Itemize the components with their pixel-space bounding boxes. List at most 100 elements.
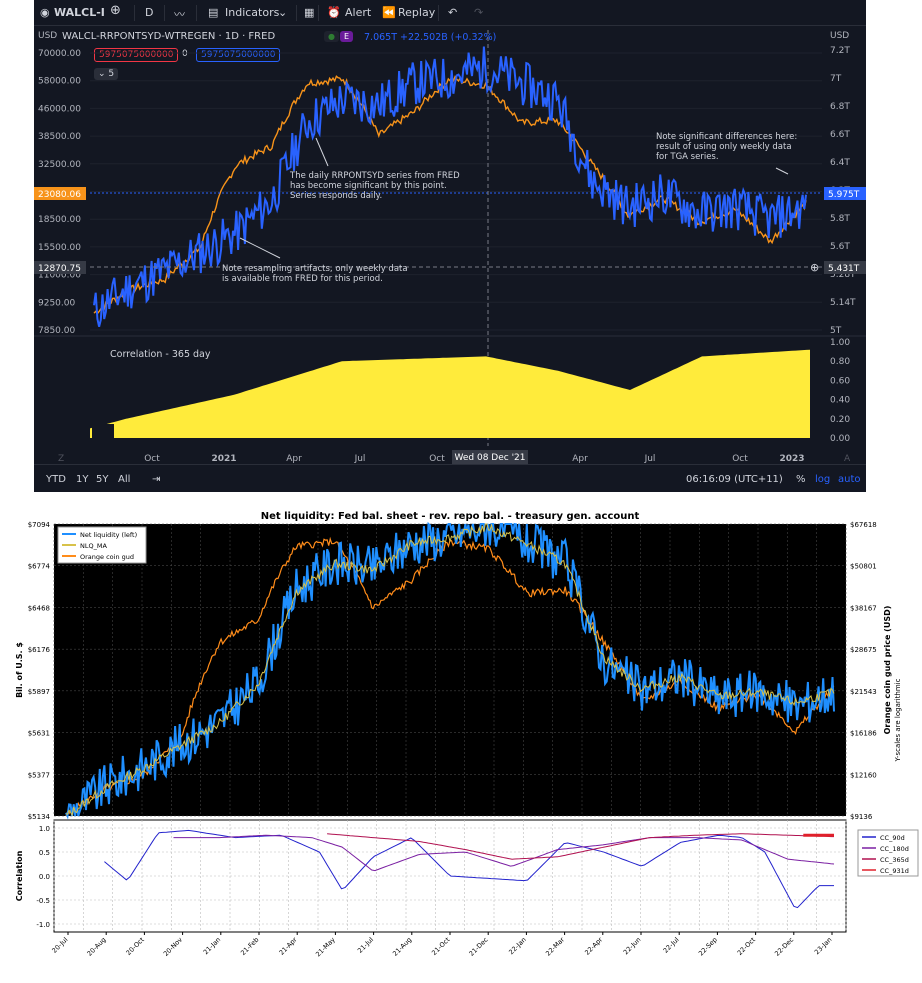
corr-tick-label: 0.5 [39, 849, 50, 857]
corr-axis-label: Correlation [15, 850, 24, 901]
buy-price-box[interactable]: 5975075000000 [196, 48, 281, 62]
chevron-down-icon[interactable]: ⌄ [278, 6, 288, 19]
percent-toggle[interactable]: % [796, 474, 806, 485]
right-tick-label: 6.8T [830, 102, 850, 112]
x-tick-label: 21-Oct [430, 935, 452, 957]
corr-tick-label: 0.60 [830, 376, 850, 386]
eye-dot-icon[interactable]: ● [324, 31, 339, 42]
corr-line [104, 829, 834, 909]
auto-toggle[interactable]: auto [838, 474, 861, 485]
x-tick-label: 22-Apr [583, 936, 604, 957]
right-tick-label: $21543 [850, 688, 877, 696]
rewind-icon[interactable]: ⏪ [382, 6, 396, 19]
spread-value: 0 [182, 49, 188, 59]
left-tick-label: 70000.00 [38, 49, 81, 59]
x-tick-label: Apr [572, 454, 588, 464]
chevron-down-icon: ⌄ [98, 69, 106, 79]
x-tick-label: 21-Jan [202, 936, 223, 957]
tv-toolbar: ◉ WALCL-I ⊕ D 〰 ▤ Indicators ⌄ ▦ ⏰ Alert… [34, 0, 866, 26]
left-price-tag: 23080.06 [38, 190, 81, 200]
net-liquidity-line [65, 521, 835, 820]
legend-entry: CC_180d [880, 845, 909, 853]
interval-button[interactable]: D [145, 6, 154, 19]
tv-chart-canvas[interactable]: 70000.00 58000.00 46000.00 38500.00 32500.00… [34, 0, 866, 464]
left-tick-label: 7850.00 [38, 326, 75, 336]
clock-readout[interactable]: 06:16:09 (UTC+11) [686, 474, 783, 485]
left-tick-label: 38500.00 [38, 132, 81, 142]
corr-line [173, 834, 835, 872]
left-cross-tag-bg [34, 261, 86, 274]
plus-circle-icon[interactable]: ⊕ [110, 3, 121, 18]
legend-entry: CC_90d [880, 834, 905, 842]
left-axis-label: Bil. of U.S. $ [15, 642, 24, 698]
goto-date-icon[interactable]: ⇥ [152, 474, 161, 485]
range-1y[interactable]: 1Y [76, 474, 89, 485]
left-tick-label: $6774 [28, 563, 51, 571]
corr-tick-label: 0.40 [830, 396, 850, 406]
toolbar-divider [318, 5, 319, 21]
series-legend-title: WALCL-RRPONTSYD-WTREGEN · 1D · FRED [62, 31, 276, 42]
annotation-rrp: Series responds daily. [290, 191, 382, 201]
symbol-name[interactable]: WALCL-I [54, 6, 105, 19]
corr-tick-label: 0.00 [830, 434, 850, 444]
alarm-clock-icon[interactable]: ⏰ [327, 6, 341, 19]
right-tick-label: 7T [830, 74, 842, 84]
corr-tick-label: 0.0 [39, 873, 50, 881]
corr-tick-label: 0.20 [830, 415, 850, 425]
chart-type-icon[interactable]: 〰 [174, 8, 185, 21]
right-axis-label: Orange coin gud price (USD) [883, 606, 892, 735]
layouts-icon[interactable]: ▦ [304, 6, 315, 19]
annotation-tga: result of using only weekly data [656, 142, 792, 152]
log-toggle[interactable]: log [815, 474, 831, 485]
crosshair-date-bg [452, 450, 528, 464]
matplotlib-figure: Net liquidity: Fed bal. sheet - rev. rep… [15, 511, 919, 959]
x-tick-label: Oct [429, 454, 445, 464]
annotation-tga: for TGA series. [656, 152, 719, 162]
range-5y[interactable]: 5Y [96, 474, 109, 485]
corr-tick-label: 1.0 [39, 825, 50, 833]
x-tick-label: 22-Dec [773, 935, 795, 957]
alert-button[interactable]: Alert [345, 6, 372, 19]
corr-tick-label: -0.5 [36, 897, 50, 905]
right-tick-label: $16186 [850, 730, 877, 738]
right-tick-label: 7.2T [830, 46, 850, 56]
x-tick-label: Oct [144, 454, 160, 464]
annotation-rrp: has become significant by this point. [290, 181, 447, 191]
left-tick-label: $5631 [28, 730, 50, 738]
left-tick-label: 15500.00 [38, 243, 81, 253]
x-tick-label: 21-Apr [278, 936, 299, 957]
annotation-arrow [239, 237, 281, 259]
legend-entry: CC_931d [880, 867, 909, 875]
replay-button[interactable]: Replay [398, 6, 436, 19]
redo-icon[interactable]: ↷ [474, 6, 484, 19]
collapse-legend-button[interactable]: ⌄ 5 [94, 68, 119, 80]
tradingview-panel: ◉ WALCL-I ⊕ D 〰 ▤ Indicators ⌄ ▦ ⏰ Alert… [34, 0, 866, 492]
correlation-area [90, 349, 810, 438]
x-tick-label: Oct [732, 454, 748, 464]
range-ytd[interactable]: YTD [46, 474, 66, 485]
x-tick-label: 22-Mar [544, 936, 566, 958]
indicators-button[interactable]: Indicators [225, 6, 280, 19]
left-axis-unit: USD [38, 31, 57, 41]
x-tick-label: 20-Aug [86, 936, 108, 958]
x-tick-label: 20-Oct [125, 935, 147, 957]
right-tick-label: $28675 [850, 646, 877, 654]
x-tick-label: 21-May [314, 936, 337, 959]
right-tick-label: 5.28T [830, 270, 856, 280]
earnings-badge[interactable]: E [340, 31, 354, 42]
corr-line [327, 833, 834, 860]
annotation-rrp: The daily RRPONTSYD series from FRED [289, 171, 460, 181]
x-tick-label: 2023 [779, 454, 804, 464]
right-tick-label: 5T [830, 326, 842, 336]
undo-icon[interactable]: ↶ [448, 6, 458, 19]
range-all[interactable]: All [118, 474, 131, 485]
x-tick-label: 20-Nov [162, 936, 184, 958]
log-scale-note: Y-scales are logarithmic [894, 678, 902, 762]
sell-price-box[interactable]: 5975075000000 [94, 48, 179, 62]
left-tick-label: 46000.00 [38, 104, 81, 114]
annotation-arrow [775, 167, 789, 175]
zoom-out-icon: Z [58, 454, 64, 464]
x-tick-label: 22-Jan [507, 936, 528, 957]
indicators-icon[interactable]: ▤ [208, 6, 219, 19]
x-tick-label: 22-Oct [736, 935, 758, 957]
